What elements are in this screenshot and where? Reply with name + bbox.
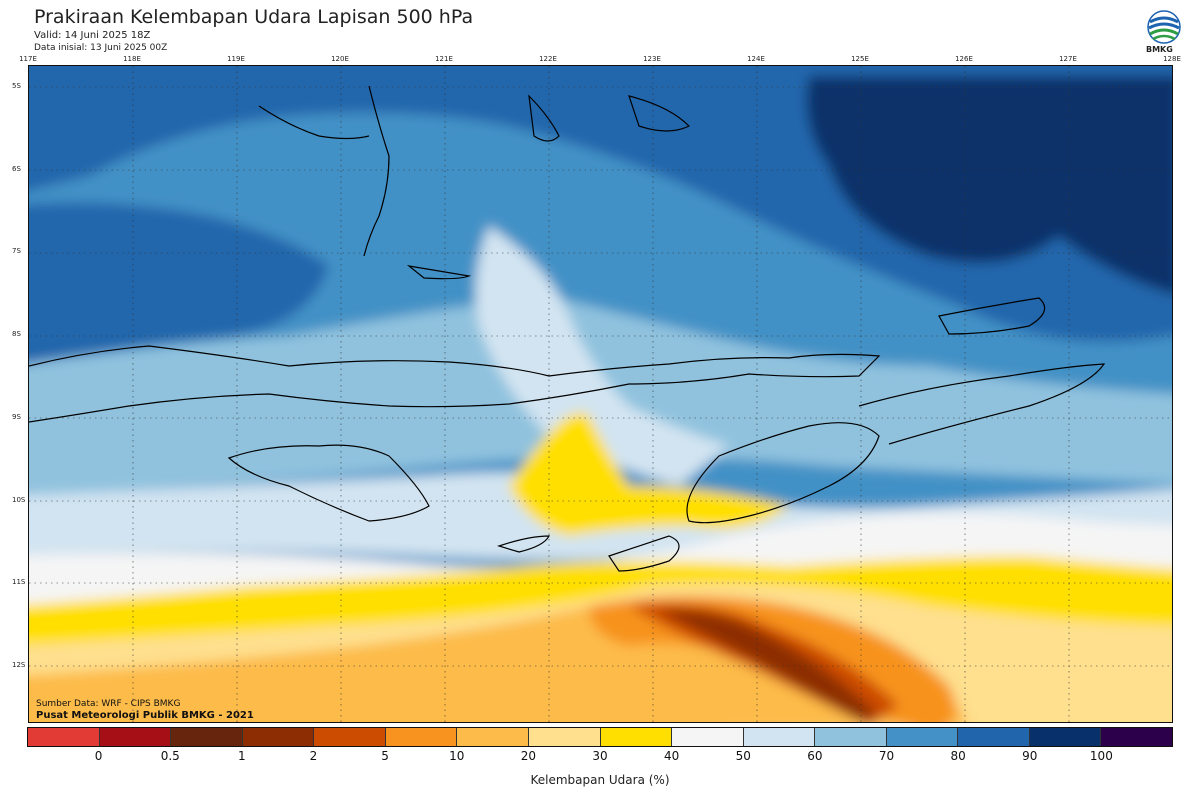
- latitude-label: 6S: [12, 164, 21, 173]
- latitude-label: 10S: [12, 495, 26, 504]
- longitude-label: 121E: [435, 55, 453, 63]
- longitude-label: 122E: [539, 55, 557, 63]
- colorbar-swatch: [672, 728, 744, 746]
- timor-island: [686, 422, 880, 524]
- lesser-sunda-coast: [29, 345, 881, 423]
- latitude-label: 5S: [12, 82, 21, 90]
- rote-island: [608, 535, 680, 572]
- colorbar-swatch: [886, 728, 959, 746]
- valid-time: Valid: 14 Juni 2025 18Z: [34, 30, 151, 41]
- colorbar: [27, 727, 1173, 747]
- colorbar-swatch: [242, 728, 315, 746]
- longitude-label: 117E: [19, 55, 37, 63]
- map-title: Prakiraan Kelembapan Udara Lapisan 500 h…: [34, 6, 474, 28]
- colorbar-tick-label: 60: [807, 749, 823, 763]
- colorbar-tick-label: 90: [1022, 749, 1038, 763]
- wetar-island: [938, 297, 1046, 335]
- coastlines: [29, 85, 1106, 572]
- longitude-label: 123E: [643, 55, 661, 63]
- colorbar-swatch: [1101, 728, 1172, 746]
- colorbar-tick-label: 20: [520, 749, 537, 763]
- humidity-band-1-2: [659, 610, 879, 721]
- data-source: Sumber Data: WRF - CIPS BMKG: [36, 699, 181, 709]
- longitude-label: 127E: [1059, 55, 1077, 63]
- colorbar-swatch: [457, 728, 529, 746]
- colorbar-tick-label: 5: [381, 749, 389, 763]
- colorbar-swatch: [743, 728, 816, 746]
- initial-data-time: Data inisial: 13 Juni 2025 00Z: [34, 43, 168, 53]
- colorbar-tick-label: 70: [878, 749, 895, 763]
- colorbar-tick-label: 100: [1089, 749, 1113, 763]
- longitude-label: 124E: [747, 55, 765, 63]
- latitude-label: 8S: [12, 330, 21, 339]
- colorbar-swatch: [815, 728, 887, 746]
- colorbar-swatch: [314, 728, 386, 746]
- colorbar-swatch: [528, 728, 601, 746]
- longitude-label: 125E: [851, 55, 869, 63]
- latitude-label: 12S: [12, 660, 26, 669]
- colorbar-tick-label: 80: [950, 749, 966, 763]
- colorbar-tick-label: 1: [238, 749, 246, 763]
- humidity-map: [28, 65, 1173, 723]
- colorbar-swatch: [99, 728, 172, 746]
- sumba-island: [227, 444, 430, 522]
- longitude-label: 126E: [955, 55, 973, 63]
- colorbar-tick-label: 0: [94, 749, 103, 763]
- latitude-label: 11S: [12, 578, 26, 587]
- timor-sea-boundary: [858, 363, 1106, 445]
- colorbar-tick-label: 40: [663, 749, 680, 763]
- colorbar-swatch: [600, 728, 673, 746]
- longitude-label: 119E: [227, 55, 245, 63]
- longitude-label: 118E: [123, 55, 141, 63]
- bmkg-logo-text: BMKG: [1146, 45, 1173, 54]
- colorbar-swatch: [1029, 728, 1102, 746]
- colorbar-tick-label: 50: [735, 749, 751, 763]
- colorbar-swatch: [385, 728, 458, 746]
- colorbar-tick-label: 10: [449, 749, 465, 763]
- colorbar-tick-label: 30: [592, 749, 608, 763]
- bmkg-logo-icon: [1144, 8, 1184, 58]
- colorbar-swatch: [171, 728, 243, 746]
- colorbar-swatch: [28, 728, 100, 746]
- lat-lon-grid: [29, 66, 1172, 722]
- longitude-label: 120E: [331, 55, 349, 63]
- longitude-label: 128E: [1163, 55, 1181, 63]
- colorbar-tick-label: 2: [309, 749, 318, 763]
- latitude-label: 9S: [12, 412, 21, 421]
- publisher-credit: Pusat Meteorologi Publik BMKG - 2021: [36, 710, 254, 721]
- humidity-band-90-100: [806, 76, 1172, 294]
- colorbar-swatch: [958, 728, 1030, 746]
- latitude-label: 7S: [12, 247, 21, 256]
- colorbar-tick-label: 0.5: [160, 749, 180, 763]
- colorbar-title: Kelembapan Udara (%): [530, 773, 670, 787]
